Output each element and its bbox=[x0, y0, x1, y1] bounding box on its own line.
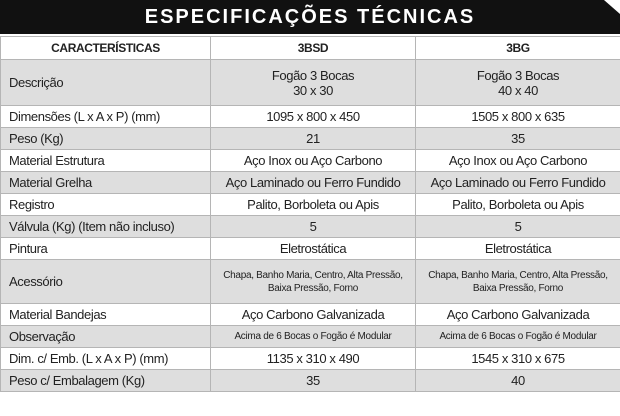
table-row: Peso c/ Embalagem (Kg) 35 40 bbox=[0, 369, 620, 392]
row-label: Material Bandejas bbox=[0, 303, 211, 326]
cell: Acima de 6 Bocas o Fogão é Modular bbox=[210, 325, 416, 348]
cell: Palito, Borboleta ou Apis bbox=[415, 193, 620, 216]
header-row: CARACTERÍSTICAS 3BSD 3BG bbox=[0, 36, 620, 60]
table-row: Registro Palito, Borboleta ou Apis Palito,… bbox=[0, 193, 620, 216]
row-label: Peso c/ Embalagem (Kg) bbox=[0, 369, 211, 392]
row-label: Descrição bbox=[0, 59, 211, 106]
cell: Aço Laminado ou Ferro Fundido bbox=[210, 171, 416, 194]
header-cell: CARACTERÍSTICAS bbox=[0, 36, 211, 60]
row-label: Pintura bbox=[0, 237, 211, 260]
cell: 21 bbox=[210, 127, 416, 150]
cell: Eletrostática bbox=[415, 237, 620, 260]
row-label: Peso (Kg) bbox=[0, 127, 211, 150]
table-row: Descrição Fogão 3 Bocas 30 x 30 Fogão 3 Bo… bbox=[0, 59, 620, 106]
cell: Aço Carbono Galvanizada bbox=[415, 303, 620, 326]
table-row: Material Estrutura Aço Inox ou Aço Carbon… bbox=[0, 149, 620, 172]
table-row: Material Grelha Aço Laminado ou Ferro Fun… bbox=[0, 171, 620, 194]
cell: 1135 x 310 x 490 bbox=[210, 347, 416, 370]
spec-table: CARACTERÍSTICAS 3BSD 3BG Descrição Fogão 3 … bbox=[0, 36, 620, 392]
cell: Palito, Borboleta ou Apis bbox=[210, 193, 416, 216]
cell: Fogão 3 Bocas 30 x 30 bbox=[210, 59, 416, 106]
cell: 40 bbox=[415, 369, 620, 392]
table-row: Pintura Eletrostática Eletrostática bbox=[0, 237, 620, 260]
cell: Fogão 3 Bocas 40 x 40 bbox=[415, 59, 620, 106]
cell: Aço Laminado ou Ferro Fundido bbox=[415, 171, 620, 194]
row-label: Dimensões (L x A x P) (mm) bbox=[0, 105, 211, 128]
row-label: Material Estrutura bbox=[0, 149, 211, 172]
cell: 5 bbox=[210, 215, 416, 238]
table-row: Material Bandejas Aço Carbono Galvanizada… bbox=[0, 303, 620, 326]
table-body: Descrição Fogão 3 Bocas 30 x 30 Fogão 3 Bo… bbox=[0, 59, 620, 392]
table-head: CARACTERÍSTICAS 3BSD 3BG bbox=[0, 36, 620, 60]
cell: 1095 x 800 x 450 bbox=[210, 105, 416, 128]
row-label: Válvula (Kg) (Item não incluso) bbox=[0, 215, 211, 238]
cell: Aço Carbono Galvanizada bbox=[210, 303, 416, 326]
row-label: Acessório bbox=[0, 259, 211, 304]
cell: 5 bbox=[415, 215, 620, 238]
cell: 35 bbox=[415, 127, 620, 150]
cell: 35 bbox=[210, 369, 416, 392]
cell: 1545 x 310 x 675 bbox=[415, 347, 620, 370]
table-row: Acessório Chapa, Banho Maria, Centro, Alt… bbox=[0, 259, 620, 304]
cell: Chapa, Banho Maria, Centro, Alta Pressão… bbox=[415, 259, 620, 304]
cell: 1505 x 800 x 635 bbox=[415, 105, 620, 128]
row-label: Material Grelha bbox=[0, 171, 211, 194]
table-row: Dim. c/ Emb. (L x A x P) (mm) 1135 x 310 … bbox=[0, 347, 620, 370]
row-label: Observação bbox=[0, 325, 211, 348]
cell: Acima de 6 Bocas o Fogão é Modular bbox=[415, 325, 620, 348]
header-cell: 3BSD bbox=[210, 36, 416, 60]
cell: Aço Inox ou Aço Carbono bbox=[415, 149, 620, 172]
table-row: Válvula (Kg) (Item não incluso) 5 5 bbox=[0, 215, 620, 238]
cell: Chapa, Banho Maria, Centro, Alta Pressão… bbox=[210, 259, 416, 304]
table-row: Dimensões (L x A x P) (mm) 1095 x 800 x 4… bbox=[0, 105, 620, 128]
cell: Aço Inox ou Aço Carbono bbox=[210, 149, 416, 172]
cell: Eletrostática bbox=[210, 237, 416, 260]
table-row: Peso (Kg) 21 35 bbox=[0, 127, 620, 150]
row-label: Registro bbox=[0, 193, 211, 216]
title-bar: ESPECIFICAÇÕES TÉCNICAS bbox=[0, 0, 620, 34]
row-label: Dim. c/ Emb. (L x A x P) (mm) bbox=[0, 347, 211, 370]
table-row: Observação Acima de 6 Bocas o Fogão é Mod… bbox=[0, 325, 620, 348]
header-cell: 3BG bbox=[415, 36, 620, 60]
